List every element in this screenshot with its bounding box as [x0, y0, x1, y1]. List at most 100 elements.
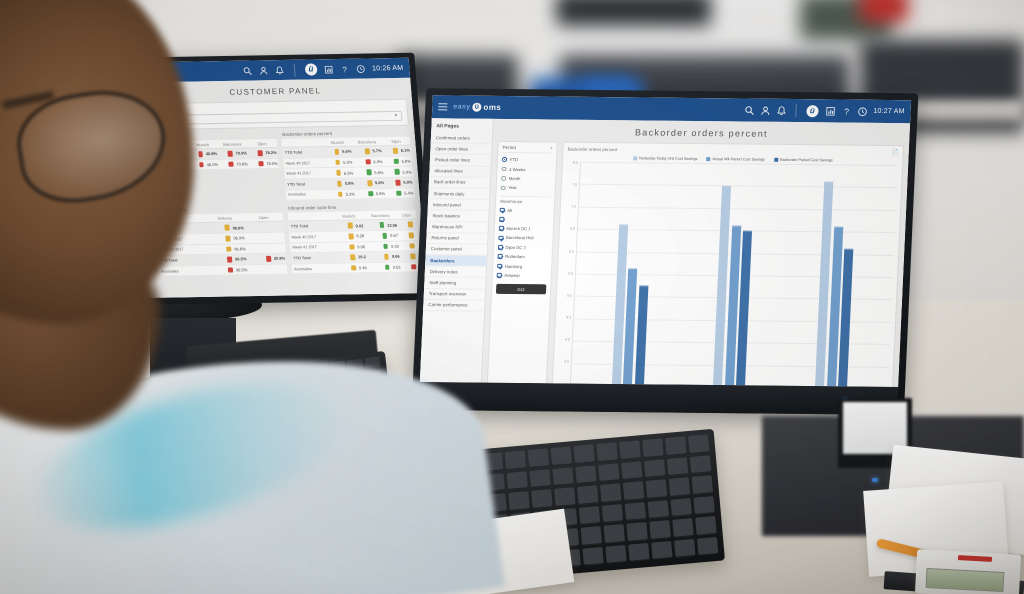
warehouse-checkbox-barcelona-hub[interactable]: Barcelona Hub — [498, 233, 548, 243]
keyboard-key[interactable] — [578, 505, 601, 525]
clock-icon[interactable] — [857, 107, 867, 117]
keyboard-key[interactable] — [691, 475, 714, 495]
keyboard-key[interactable] — [693, 495, 715, 515]
keyboard-key[interactable] — [666, 456, 689, 476]
sidebar-item-backorders[interactable]: Backorders — [425, 255, 487, 267]
sidebar-item-picked-order-lines[interactable]: Picked order lines — [429, 154, 492, 167]
menu-icon[interactable] — [438, 103, 448, 111]
logo-icon[interactable]: ü — [304, 63, 318, 76]
keyboard-key[interactable] — [554, 487, 576, 507]
keyboard-key[interactable] — [529, 468, 551, 488]
bell-icon[interactable] — [776, 106, 786, 116]
keyboard-key[interactable] — [603, 524, 625, 544]
user-icon[interactable] — [760, 106, 770, 115]
keyboard-key[interactable] — [649, 520, 671, 540]
period-radio-ytd[interactable]: YTD — [501, 155, 552, 165]
warehouse-checkbox-hamburg[interactable]: Hamburg — [497, 261, 547, 271]
keyboard-key[interactable] — [601, 503, 624, 523]
keyboard-key[interactable] — [582, 546, 604, 566]
keyboard-key[interactable] — [695, 516, 717, 536]
sidebar-item-confirmed-orders[interactable]: Confirmed orders — [430, 132, 493, 145]
sidebar-item-returns-panel[interactable]: Returns panel — [426, 232, 488, 245]
keyboard-key[interactable] — [508, 491, 530, 511]
clock-icon[interactable] — [356, 64, 366, 73]
keyboard-key[interactable] — [622, 481, 645, 501]
checkbox-icon[interactable] — [497, 244, 503, 250]
keyboard-key[interactable] — [552, 466, 574, 486]
keyboard-key[interactable] — [573, 444, 595, 464]
keyboard-key[interactable] — [689, 454, 712, 474]
keyboard-key[interactable] — [626, 522, 648, 542]
help-icon[interactable]: ? — [340, 64, 350, 74]
keyboard-key[interactable] — [645, 479, 668, 499]
keyboard-key[interactable] — [624, 501, 647, 521]
keyboard-key[interactable] — [577, 485, 599, 505]
sidebar-item-customer-panel[interactable]: Customer panel — [425, 243, 488, 256]
help-icon[interactable]: ? — [841, 107, 850, 117]
warehouse-checkbox-rotterdam[interactable]: Rotterdam — [497, 252, 547, 262]
user-icon[interactable] — [259, 66, 269, 75]
sidebar-item-shipments-daily[interactable]: Shipments daily — [428, 188, 490, 200]
search-icon[interactable] — [242, 66, 252, 75]
sidebar-item-staff-planning[interactable]: Staff planning — [424, 277, 486, 290]
sidebar-item-transport-overview[interactable]: Transport overview — [423, 288, 486, 301]
keyboard-key[interactable] — [643, 458, 666, 478]
keyboard-key[interactable] — [621, 460, 643, 480]
keyboard-key[interactable] — [668, 477, 691, 497]
keyboard-key[interactable] — [619, 440, 641, 460]
keyboard-key[interactable] — [527, 448, 550, 468]
legend-item[interactable]: Backorder Period Cost Savings — [773, 157, 833, 162]
keyboard-key[interactable] — [599, 483, 622, 503]
radio-icon[interactable] — [501, 176, 506, 181]
keyboard-key[interactable] — [596, 442, 618, 462]
warehouse-checkbox-munich-dc-1[interactable]: Munich DC 1 — [498, 224, 549, 234]
logo-icon[interactable]: ü — [806, 104, 819, 117]
keyboard-key[interactable] — [605, 544, 627, 564]
checkbox-icon[interactable] — [497, 254, 503, 259]
sidebar-item-delivery-notes[interactable]: Delivery notes — [424, 266, 487, 279]
export-icon[interactable]: 📄 — [891, 150, 899, 157]
bar[interactable] — [634, 285, 649, 387]
sidebar-item-back-order-lines[interactable]: Back order lines — [428, 176, 491, 189]
period-radio-4-weeks[interactable]: 4 Weeks — [501, 164, 551, 174]
sidebar-item-inbound-panel[interactable]: Inbound panel — [427, 199, 490, 212]
radio-icon[interactable] — [501, 157, 507, 162]
radio-icon[interactable] — [500, 185, 506, 191]
bell-icon[interactable] — [275, 65, 285, 74]
keyboard-key[interactable] — [506, 470, 528, 490]
sidebar-item-allocated-lines[interactable]: Allocated lines — [429, 165, 491, 178]
sidebar-item-warehouse-kpi[interactable]: Warehouse KPI — [426, 221, 489, 234]
keyboard-key[interactable] — [670, 497, 692, 517]
sidebar-item-carrier-performance[interactable]: Carrier performance — [423, 299, 485, 312]
keyboard-key[interactable] — [651, 540, 673, 560]
keyboard-key[interactable] — [580, 526, 603, 546]
legend-item[interactable]: Yesterday Today Ord Cost Savings — [632, 156, 698, 161]
checkbox-icon[interactable] — [498, 235, 504, 241]
checkbox-icon[interactable] — [499, 207, 505, 213]
keyboard-key[interactable] — [550, 446, 572, 466]
radio-icon[interactable] — [501, 166, 507, 172]
keyboard-key[interactable] — [688, 434, 710, 454]
checkbox-icon[interactable] — [496, 272, 502, 278]
keyboard-key[interactable] — [575, 464, 597, 484]
report-icon[interactable] — [825, 106, 835, 116]
sidebar-item-stock-balance[interactable]: Stock balance — [427, 210, 489, 223]
sidebar-item-open-order-lines[interactable]: Open order lines — [430, 143, 492, 156]
report-icon[interactable] — [324, 65, 334, 74]
checkbox-icon[interactable] — [498, 226, 504, 231]
warehouse-checkbox-dijon-dc-2[interactable]: Dijon DC 2 — [497, 242, 548, 252]
keyboard-key[interactable] — [696, 536, 719, 556]
keyboard-key[interactable] — [642, 438, 664, 458]
apply-button[interactable]: GO — [495, 283, 547, 295]
keyboard-key[interactable] — [598, 462, 620, 482]
checkbox-icon[interactable] — [497, 263, 502, 269]
legend-item[interactable]: Actual Wk Period Cost Savings — [706, 157, 765, 162]
keyboard-key[interactable] — [504, 450, 527, 470]
checkbox-icon[interactable] — [499, 216, 504, 222]
warehouse-checkbox-all[interactable]: All — [499, 205, 549, 215]
keyboard-key[interactable] — [531, 489, 553, 509]
period-radio-month[interactable]: Month — [501, 174, 551, 184]
period-radio-year[interactable]: Year — [500, 183, 551, 193]
keyboard-key[interactable] — [674, 538, 696, 558]
search-icon[interactable] — [744, 106, 754, 116]
